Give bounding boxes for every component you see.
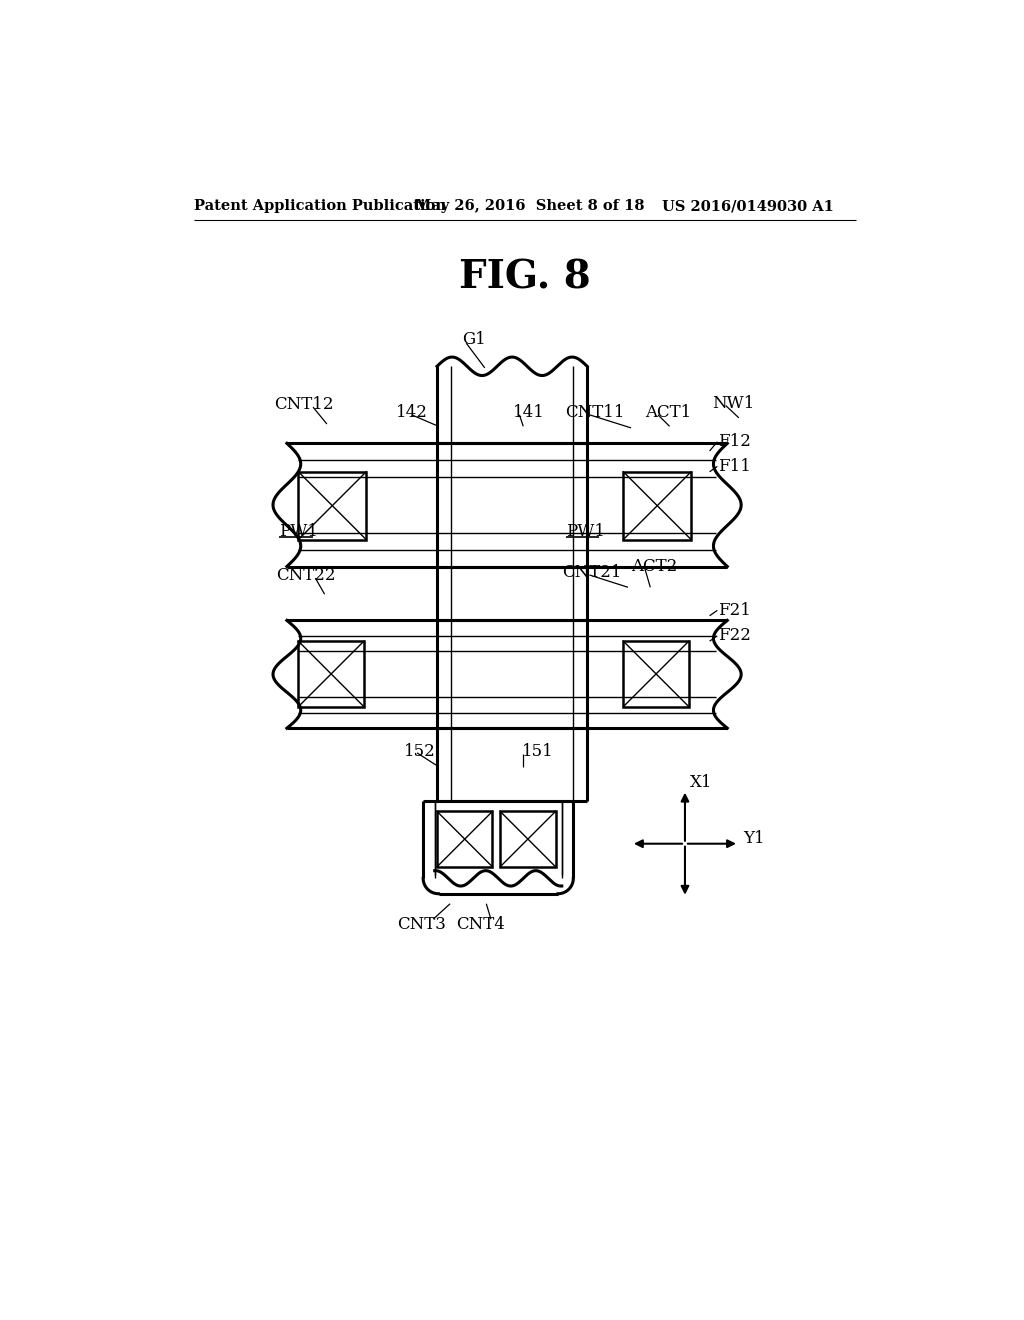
Bar — [298, 642, 364, 706]
Bar — [500, 812, 556, 867]
Text: 152: 152 — [403, 743, 435, 760]
Text: CNT4: CNT4 — [457, 916, 506, 933]
Text: ACT1: ACT1 — [645, 404, 691, 421]
Text: May 26, 2016  Sheet 8 of 18: May 26, 2016 Sheet 8 of 18 — [416, 199, 645, 213]
Bar — [624, 642, 689, 706]
Text: NW1: NW1 — [712, 395, 755, 412]
Text: CNT22: CNT22 — [276, 568, 336, 585]
Text: CNT21: CNT21 — [562, 564, 622, 581]
Text: ACT2: ACT2 — [631, 558, 677, 576]
Bar — [298, 471, 367, 540]
Text: CNT3: CNT3 — [397, 916, 446, 933]
Bar — [624, 471, 691, 540]
Text: X1: X1 — [690, 774, 713, 791]
Text: PW1: PW1 — [565, 523, 604, 540]
Text: 151: 151 — [521, 743, 553, 760]
Text: FIG. 8: FIG. 8 — [459, 259, 591, 297]
Text: 142: 142 — [396, 404, 428, 421]
Bar — [437, 812, 493, 867]
Text: F12: F12 — [718, 433, 751, 450]
Text: Y1: Y1 — [742, 830, 764, 847]
Text: G1: G1 — [462, 331, 485, 348]
Text: 141: 141 — [512, 404, 545, 421]
Text: CNT12: CNT12 — [274, 396, 334, 413]
Text: US 2016/0149030 A1: US 2016/0149030 A1 — [662, 199, 834, 213]
Text: F22: F22 — [718, 627, 751, 644]
Text: PW1: PW1 — [280, 523, 318, 540]
Text: Patent Application Publication: Patent Application Publication — [194, 199, 445, 213]
Text: F21: F21 — [718, 602, 751, 619]
Text: CNT11: CNT11 — [565, 404, 625, 421]
Text: F11: F11 — [718, 458, 751, 475]
